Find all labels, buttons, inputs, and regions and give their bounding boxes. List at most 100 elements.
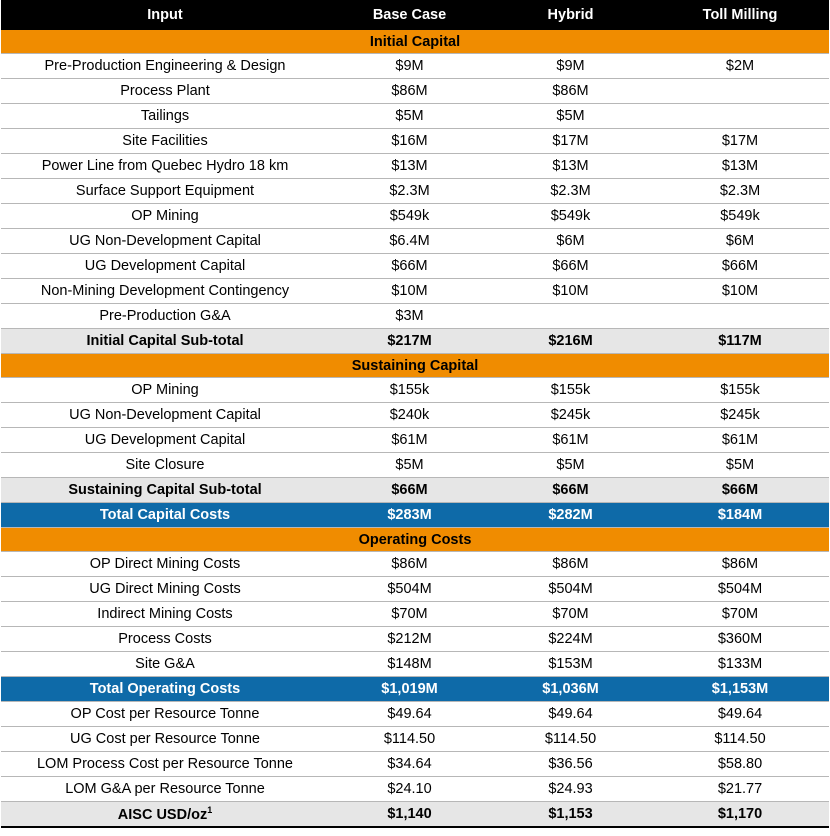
hybrid-value: $245k xyxy=(490,402,651,428)
row-label: Site Closure xyxy=(1,452,329,478)
base-case-value: $549k xyxy=(329,203,490,229)
row-label: Initial Capital Sub-total xyxy=(1,328,329,354)
hybrid-value: $549k xyxy=(490,203,651,229)
table-row: UG Development Capital $61M $61M $61M xyxy=(1,427,829,453)
toll-milling-value: $66M xyxy=(651,477,829,503)
toll-milling-value: $184M xyxy=(651,502,829,528)
base-case-value: $283M xyxy=(329,502,490,528)
toll-milling-value: $86M xyxy=(651,551,829,577)
column-header-input: Input xyxy=(1,0,329,30)
column-header-toll-milling: Toll Milling xyxy=(651,0,829,30)
hybrid-value: $5M xyxy=(490,103,651,129)
row-label: OP Mining xyxy=(1,203,329,229)
row-label: Pre-Production G&A xyxy=(1,303,329,329)
row-label: Power Line from Quebec Hydro 18 km xyxy=(1,153,329,179)
table-row: OP Direct Mining Costs $86M $86M $86M xyxy=(1,551,829,577)
row-label: Surface Support Equipment xyxy=(1,178,329,204)
toll-milling-value: $5M xyxy=(651,452,829,478)
table-row: OP Cost per Resource Tonne $49.64 $49.64 $4… xyxy=(1,701,829,727)
section-title: Sustaining Capital xyxy=(1,353,829,378)
base-case-value: $24.10 xyxy=(329,776,490,802)
table-row: Site Facilities $16M $17M $17M xyxy=(1,128,829,154)
toll-milling-value: $2.3M xyxy=(651,178,829,204)
hybrid-value: $36.56 xyxy=(490,751,651,777)
table-row: Power Line from Quebec Hydro 18 km $13M $1… xyxy=(1,153,829,179)
toll-milling-value: $133M xyxy=(651,651,829,677)
row-label: Sustaining Capital Sub-total xyxy=(1,477,329,503)
toll-milling-value: $245k xyxy=(651,402,829,428)
table-row: Tailings $5M $5M xyxy=(1,103,829,129)
hybrid-value: $70M xyxy=(490,601,651,627)
hybrid-value: $86M xyxy=(490,78,651,104)
base-case-value: $86M xyxy=(329,551,490,577)
base-case-value: $1,019M xyxy=(329,676,490,702)
hybrid-value: $13M xyxy=(490,153,651,179)
hybrid-value: $6M xyxy=(490,228,651,254)
toll-milling-value: $61M xyxy=(651,427,829,453)
subtotal-row: Sustaining Capital Sub-total $66M $66M $66M xyxy=(1,477,829,503)
table-row: Site Closure $5M $5M $5M xyxy=(1,452,829,478)
base-case-value: $13M xyxy=(329,153,490,179)
toll-milling-value: $10M xyxy=(651,278,829,304)
row-label: Tailings xyxy=(1,103,329,129)
hybrid-value: $66M xyxy=(490,477,651,503)
base-case-value: $5M xyxy=(329,452,490,478)
base-case-value: $155k xyxy=(329,377,490,403)
row-label: Process Plant xyxy=(1,78,329,104)
toll-milling-value: $117M xyxy=(651,328,829,354)
row-label-text: AISC USD/oz xyxy=(117,806,208,823)
toll-milling-value: $6M xyxy=(651,228,829,254)
section-header-row: Sustaining Capital xyxy=(1,353,829,378)
table-header: Input Base Case Hybrid Toll Milling xyxy=(1,0,829,30)
hybrid-value xyxy=(490,303,651,329)
hybrid-value: $153M xyxy=(490,651,651,677)
row-label: UG Development Capital xyxy=(1,253,329,279)
hybrid-value: $9M xyxy=(490,53,651,79)
table-row: UG Non-Development Capital $240k $245k $245… xyxy=(1,402,829,428)
row-label: UG Development Capital xyxy=(1,427,329,453)
base-case-value: $10M xyxy=(329,278,490,304)
toll-milling-value: $1,170 xyxy=(651,801,829,828)
base-case-value: $5M xyxy=(329,103,490,129)
base-case-value: $16M xyxy=(329,128,490,154)
hybrid-value: $504M xyxy=(490,576,651,602)
base-case-value: $66M xyxy=(329,253,490,279)
subtotal-row: Initial Capital Sub-total $217M $216M $117M xyxy=(1,328,829,354)
toll-milling-value: $360M xyxy=(651,626,829,652)
base-case-value: $66M xyxy=(329,477,490,503)
toll-milling-value: $70M xyxy=(651,601,829,627)
table-row: Site G&A $148M $153M $133M xyxy=(1,651,829,677)
base-case-value: $70M xyxy=(329,601,490,627)
row-label: Site G&A xyxy=(1,651,329,677)
hybrid-value: $66M xyxy=(490,253,651,279)
table-row: Surface Support Equipment $2.3M $2.3M $2.3M xyxy=(1,178,829,204)
base-case-value: $504M xyxy=(329,576,490,602)
toll-milling-value: $2M xyxy=(651,53,829,79)
table-row: Pre-Production Engineering & Design $9M $9… xyxy=(1,53,829,79)
row-label: Indirect Mining Costs xyxy=(1,601,329,627)
hybrid-value: $114.50 xyxy=(490,726,651,752)
toll-milling-value xyxy=(651,303,829,329)
table-row: LOM Process Cost per Resource Tonne $34.6… xyxy=(1,751,829,777)
total-row: Total Operating Costs $1,019M $1,036M $1,15… xyxy=(1,676,829,702)
section-title: Operating Costs xyxy=(1,527,829,552)
base-case-value: $49.64 xyxy=(329,701,490,727)
row-label: LOM Process Cost per Resource Tonne xyxy=(1,751,329,777)
toll-milling-value: $549k xyxy=(651,203,829,229)
row-label: OP Direct Mining Costs xyxy=(1,551,329,577)
hybrid-value: $224M xyxy=(490,626,651,652)
hybrid-value: $282M xyxy=(490,502,651,528)
hybrid-value: $155k xyxy=(490,377,651,403)
toll-milling-value: $114.50 xyxy=(651,726,829,752)
table-row: Non-Mining Development Contingency $10M $1… xyxy=(1,278,829,304)
row-label: OP Mining xyxy=(1,377,329,403)
table-row: Indirect Mining Costs $70M $70M $70M xyxy=(1,601,829,627)
base-case-value: $1,140 xyxy=(329,801,490,828)
row-label: Site Facilities xyxy=(1,128,329,154)
hybrid-value: $10M xyxy=(490,278,651,304)
row-label: UG Non-Development Capital xyxy=(1,402,329,428)
table-row: OP Mining $155k $155k $155k xyxy=(1,377,829,403)
row-label: UG Direct Mining Costs xyxy=(1,576,329,602)
table-row: UG Non-Development Capital $6.4M $6M $6M xyxy=(1,228,829,254)
